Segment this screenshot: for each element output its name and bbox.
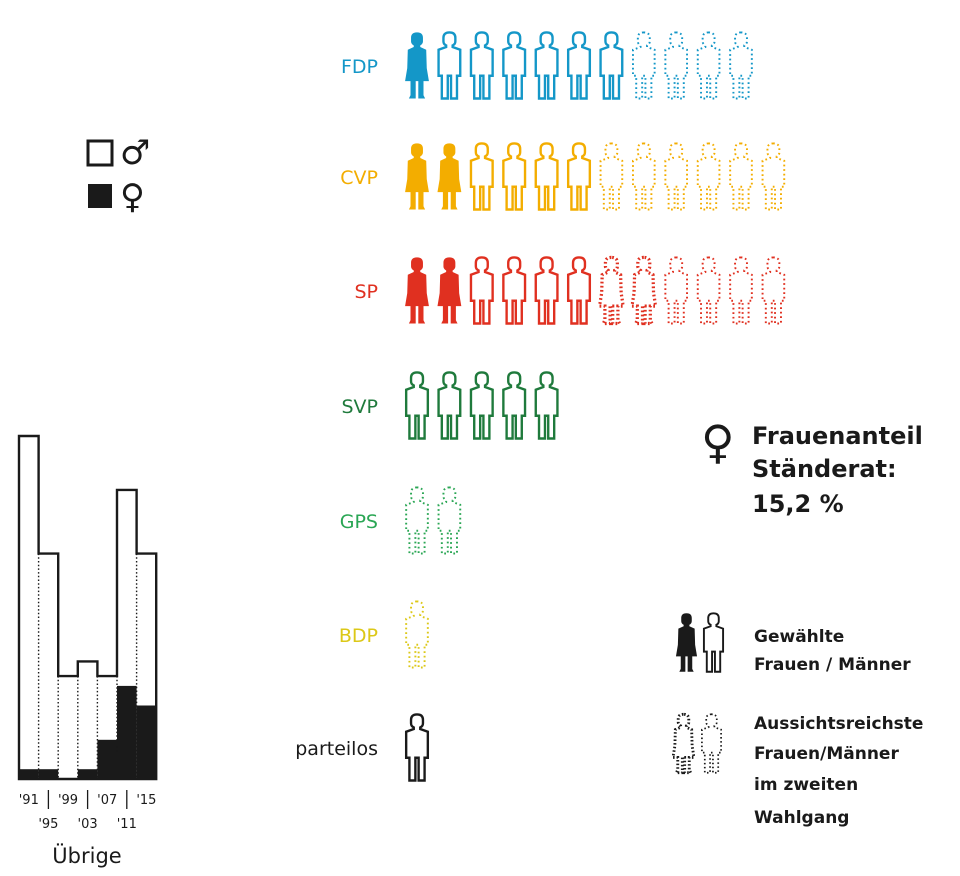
pictogram-chart [404, 31, 786, 782]
man-icon [631, 142, 656, 211]
man-icon [502, 256, 527, 325]
party-label: parteilos [295, 738, 378, 760]
man-icon [729, 256, 753, 325]
woman-icon [405, 257, 429, 324]
legend-runoff-woman-icon [672, 712, 695, 775]
others-bar-outline [17, 434, 158, 781]
party-label: FDP [341, 56, 378, 78]
man-icon [664, 256, 689, 325]
man-icon [631, 31, 656, 100]
man-icon [599, 31, 624, 100]
legend-runoff-line-4: Wahlgang [754, 808, 849, 828]
man-icon [437, 371, 462, 440]
man-icon [761, 142, 786, 211]
others-year-label: '07 [97, 793, 117, 808]
others-bar-women [97, 739, 117, 779]
female-swatch [88, 184, 112, 208]
others-bar-women [136, 705, 157, 779]
man-icon [404, 371, 430, 440]
legend-runoff-line-2: Frauen/Männer [754, 744, 899, 764]
man-icon [664, 142, 689, 211]
women-share-stat: ♀ Frauenanteil Ständerat: 15,2 % [701, 415, 923, 518]
man-icon [469, 142, 494, 211]
stat-line-1: Frauenanteil [752, 422, 923, 450]
legend-elected-woman-icon [675, 613, 698, 672]
others-bar-women [77, 769, 98, 779]
man-icon [534, 31, 559, 100]
man-icon [566, 256, 592, 325]
legend-elected-line-1: Gewählte [754, 627, 844, 647]
others-year-label: '03 [78, 817, 98, 832]
man-icon [437, 486, 462, 555]
man-icon [729, 142, 753, 211]
man-icon [405, 600, 429, 669]
legend-elected-line-2: Frauen / Männer [754, 655, 911, 675]
party-label: SVP [341, 396, 378, 418]
figure-legend: Gewählte Frauen / Männer Aussichtsreichs… [672, 612, 923, 828]
others-year-label: '15 [136, 793, 156, 808]
man-icon [696, 31, 721, 100]
stat-line-2: Ständerat: [752, 455, 897, 483]
others-year-label: '91 [19, 793, 39, 808]
woman-icon [405, 32, 429, 99]
party-label: SP [354, 281, 378, 303]
others-year-labels: '91 '95'99'03 '07'11 '15 [19, 790, 156, 832]
legend-runoff-man-icon [700, 713, 723, 774]
man-icon [566, 31, 592, 100]
woman-icon [598, 255, 625, 326]
party-label: CVP [340, 167, 378, 189]
others-year-label: '99 [58, 793, 78, 808]
man-icon [761, 256, 786, 325]
man-icon [534, 371, 559, 440]
man-icon [696, 256, 721, 325]
man-icon [599, 142, 624, 211]
man-icon [405, 486, 429, 555]
others-bar-women [117, 685, 137, 779]
party-label: GPS [340, 511, 378, 533]
man-icon [729, 31, 753, 100]
man-icon [566, 142, 592, 211]
legend-runoff-line-3: im zweiten [754, 775, 858, 795]
man-icon [469, 371, 494, 440]
female-symbol-icon: ♀ [120, 177, 145, 217]
man-icon [664, 31, 689, 100]
male-swatch [86, 139, 114, 167]
others-bar-women [38, 769, 59, 779]
male-symbol-icon: ♂ [120, 133, 150, 173]
man-icon [534, 256, 559, 325]
others-bar-women [19, 769, 39, 779]
others-chart-title: Übrige [52, 843, 121, 868]
man-icon [469, 256, 494, 325]
man-icon [437, 31, 462, 100]
female-symbol-large-icon: ♀ [701, 415, 735, 469]
man-icon [502, 371, 527, 440]
woman-icon [437, 143, 462, 210]
woman-icon [405, 143, 429, 210]
man-icon [502, 31, 527, 100]
others-bar-chart [17, 434, 158, 781]
legend-runoff-line-1: Aussichtsreichste [754, 714, 923, 734]
man-icon [469, 31, 494, 100]
others-year-label: '11 [117, 817, 137, 832]
man-icon [502, 142, 527, 211]
party-label: BDP [339, 625, 378, 647]
woman-icon [437, 257, 462, 324]
stat-value: 15,2 % [752, 490, 844, 518]
man-icon [404, 713, 430, 782]
legend-elected-man-icon [702, 612, 725, 673]
woman-icon [630, 255, 657, 326]
man-icon [696, 142, 721, 211]
others-year-label: '95 [38, 817, 58, 832]
gender-symbol-legend: ♂ ♀ [86, 133, 150, 217]
man-icon [534, 142, 559, 211]
party-labels: FDP CVP SP SVP GPS BDP parteilos [295, 56, 378, 760]
